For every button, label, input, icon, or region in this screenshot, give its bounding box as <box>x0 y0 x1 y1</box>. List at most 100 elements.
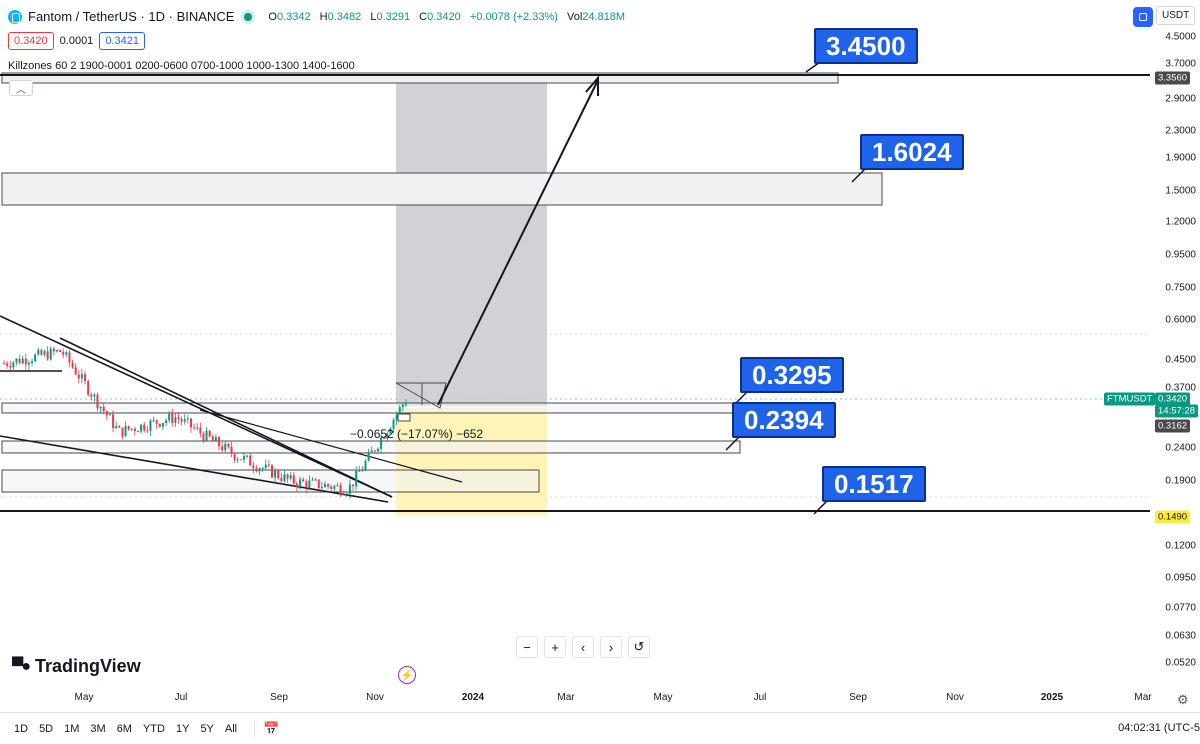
candle-body <box>71 362 74 368</box>
candle-body <box>96 394 99 409</box>
price-label-countdown: 14:57:28 <box>1155 404 1198 418</box>
range-button-1d[interactable]: 1D <box>14 722 29 735</box>
gear-icon[interactable]: ⚙ <box>1177 692 1189 707</box>
wedge-line-top[interactable] <box>0 315 393 498</box>
tradingview-logo[interactable]: ▀● TradingView <box>12 656 141 677</box>
candle-body <box>205 430 208 441</box>
price-tick: 1.5000 <box>1165 185 1196 197</box>
time-axis[interactable]: May Jul Sep Nov 2024 Mar May Jul Sep Nov 2025 Mar <box>0 690 1152 710</box>
zoom-out-button[interactable]: − <box>516 636 538 658</box>
price-tick: 0.3700 <box>1165 382 1196 394</box>
price-label-03162: 0.3162 <box>1155 419 1191 433</box>
sell-price-button[interactable]: 0.3420 <box>8 32 54 50</box>
range-button-3m[interactable]: 3M <box>90 722 106 735</box>
candle-body <box>59 350 62 353</box>
candle-body <box>274 470 277 478</box>
indicator-legend[interactable]: Killzones 60 2 1900-0001 0200-0600 0700-… <box>8 60 355 72</box>
zone-low[interactable] <box>1 469 540 493</box>
clock[interactable]: 04:02:31 (UTC-5 <box>1118 722 1200 734</box>
candle-body <box>158 423 161 427</box>
candle-body <box>218 437 221 447</box>
range-button-ytd[interactable]: YTD <box>142 722 165 735</box>
price-tick: 1.2000 <box>1165 216 1196 228</box>
time-tick: Sep <box>849 692 867 703</box>
price-axis[interactable]: 4.5000 3.7000 2.9000 2.3000 1.9000 1.5000 1.20… <box>1104 0 1200 690</box>
small-trend-line[interactable] <box>199 409 463 483</box>
candle-body <box>239 459 242 461</box>
candle-body <box>199 427 202 434</box>
chart-toggle-button[interactable] <box>1133 7 1153 27</box>
wedge-line-bottom[interactable] <box>0 435 389 503</box>
price-tick: 1.9000 <box>1165 152 1196 164</box>
candle-body <box>31 361 34 363</box>
close-label: C <box>419 10 428 23</box>
range-button-1y[interactable]: 1Y <box>175 722 190 735</box>
candle-body <box>24 358 27 365</box>
close-value: 0.3420 <box>427 10 461 23</box>
zone-02394[interactable] <box>1 440 741 454</box>
range-button-5d[interactable]: 5D <box>39 722 54 735</box>
open-value: 0.3342 <box>276 10 311 23</box>
candle-body <box>230 446 233 454</box>
candle-body <box>189 418 192 428</box>
range-button-all[interactable]: All <box>224 722 238 735</box>
zone-03295[interactable] <box>1 402 735 414</box>
candle-body <box>165 420 168 423</box>
projection-yellow-zone[interactable] <box>396 408 547 516</box>
low-label: L <box>370 10 377 23</box>
range-button-6m[interactable]: 6M <box>116 722 132 735</box>
time-tick: Nov <box>946 692 964 703</box>
projection-arrow-head <box>585 75 599 96</box>
candle-body <box>305 481 308 488</box>
chart-svg[interactable]: −0.0652 (−17.07%) −652 <box>0 0 1150 690</box>
badge-level-02394[interactable]: 0.2394 <box>732 402 836 438</box>
chart-plot-area[interactable]: −0.0652 (−17.07%) −652 <box>0 0 1150 690</box>
candle-body <box>383 437 386 439</box>
candle-body <box>49 348 52 360</box>
zoom-in-button[interactable]: + <box>544 636 566 658</box>
candle-body <box>93 394 96 397</box>
price-tick: 2.9000 <box>1165 93 1196 105</box>
price-tick: 4.5000 <box>1165 31 1196 43</box>
candle-body <box>193 427 196 429</box>
candle-body <box>52 348 55 352</box>
candle-body <box>143 424 146 431</box>
candle-body <box>171 413 174 423</box>
time-tick: 2024 <box>461 692 485 703</box>
lightning-icon[interactable]: ⚡ <box>398 666 416 684</box>
candle-body <box>392 419 395 429</box>
projection-grey-zone[interactable] <box>396 76 547 406</box>
scroll-right-button[interactable]: › <box>600 636 622 658</box>
collapse-legend-button[interactable]: ︿ <box>9 80 33 96</box>
candle-body <box>373 450 376 452</box>
calendar-icon[interactable]: 📅 <box>263 720 280 736</box>
candle-body <box>295 483 298 487</box>
candle-body <box>227 443 230 447</box>
badge-target-16024[interactable]: 1.6024 <box>860 134 964 170</box>
price-tick: 2.3000 <box>1165 125 1196 137</box>
candle-body <box>15 358 18 363</box>
badge-level-01517[interactable]: 0.1517 <box>822 466 926 502</box>
reset-chart-button[interactable]: ↺ <box>628 636 650 658</box>
candle-body <box>168 413 171 421</box>
zone-16024[interactable] <box>1 172 883 206</box>
projection-arrow-line[interactable] <box>437 79 599 406</box>
candle-body <box>152 420 155 422</box>
range-button-1m[interactable]: 1M <box>64 722 80 735</box>
price-tick: 0.1900 <box>1165 475 1196 487</box>
currency-button[interactable]: USDT <box>1156 6 1196 25</box>
scroll-left-button[interactable]: ‹ <box>572 636 594 658</box>
candle-body <box>386 433 389 439</box>
badge-level-03295[interactable]: 0.3295 <box>740 357 844 393</box>
candle-body <box>46 351 49 360</box>
symbol-title[interactable]: Fantom / TetherUS · 1D · BINANCE <box>28 9 235 24</box>
zone-3450[interactable] <box>1 72 839 84</box>
time-tick: 2025 <box>1040 692 1064 703</box>
candle-body <box>405 402 407 405</box>
buy-price-button[interactable]: 0.3421 <box>99 32 145 50</box>
measure-label: −0.0652 (−17.07%) −652 <box>350 427 483 441</box>
candle-body <box>87 381 90 395</box>
badge-target-34500[interactable]: 3.4500 <box>814 28 918 64</box>
measure-handle[interactable] <box>397 413 411 422</box>
range-button-5y[interactable]: 5Y <box>200 722 214 735</box>
